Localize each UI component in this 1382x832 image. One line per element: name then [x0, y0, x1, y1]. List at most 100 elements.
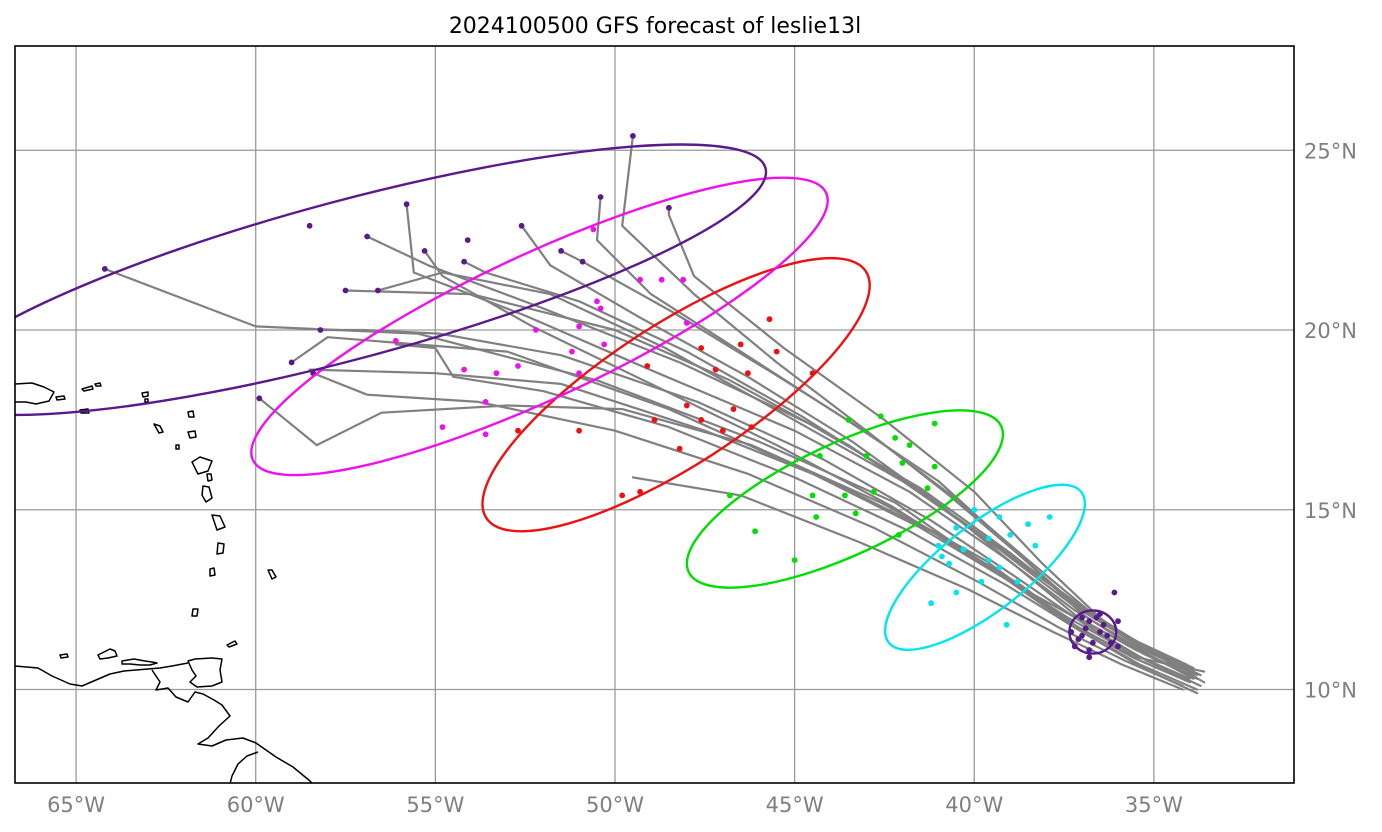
forecast-point-1-8: [1007, 532, 1014, 538]
uncertainty-ellipse-4: [250, 176, 829, 477]
forecast-point-3-1: [637, 488, 643, 495]
forecast-point-3-7: [730, 406, 737, 412]
lon-tick-label-0: 65°W: [47, 793, 105, 817]
forecast-point-2-15: [877, 413, 884, 420]
coast-aruba-curacao: [59, 648, 118, 660]
forecast-point-4-7: [392, 337, 399, 344]
forecast-point-2-13: [931, 463, 938, 470]
coast-guadeloupe: [187, 430, 213, 475]
coast-trinidad: [187, 657, 223, 688]
forecast-point-0-2: [1097, 629, 1103, 635]
forecast-point-0-13: [1079, 614, 1085, 621]
forecast-point-4-2: [515, 363, 521, 369]
forecast-point-1-15: [935, 542, 942, 549]
forecast-point-5-9: [421, 248, 428, 254]
forecast-point-4-0: [439, 424, 446, 430]
forecast-positions: [101, 133, 1121, 661]
coast-virgin-islands: [55, 382, 102, 414]
forecast-point-3-10: [576, 427, 582, 434]
track-9: [405, 203, 1191, 673]
forecast-point-4-9: [569, 348, 575, 355]
forecast-point-3-15: [698, 345, 705, 351]
coast-martinique: [201, 485, 213, 503]
forecast-point-5-16: [666, 204, 672, 211]
lon-tick-label-4: 45°W: [766, 793, 824, 817]
forecast-point-0-8: [1093, 614, 1100, 621]
lon-tick-label-3: 50°W: [586, 793, 644, 817]
forecast-point-5-0: [101, 266, 108, 272]
coast-st-lucia: [211, 514, 226, 531]
coast-dominica: [206, 473, 213, 482]
forecast-point-1-17: [946, 560, 952, 567]
uncertainty-ellipse-2: [685, 409, 1005, 589]
forecast-point-5-18: [306, 222, 313, 229]
forecast-point-4-6: [493, 370, 500, 377]
forecast-point-5-11: [464, 237, 471, 244]
forecast-point-3-8: [683, 402, 690, 409]
forecast-point-3-6: [698, 417, 705, 423]
track-17: [559, 249, 1199, 677]
forecast-point-2-14: [845, 417, 852, 423]
forecast-point-1-4: [1014, 578, 1021, 585]
forecast-point-4-8: [601, 341, 608, 348]
lat-tick-label-0: 10°N: [1304, 679, 1357, 703]
forecast-point-2-18: [906, 442, 913, 448]
forecast-point-1-18: [985, 557, 992, 563]
forecast-point-2-8: [870, 488, 877, 495]
lon-tick-label-6: 35°W: [1125, 793, 1183, 817]
forecast-point-3-11: [644, 363, 651, 369]
uncertainty-ellipse-1: [883, 483, 1087, 652]
coast-margarita: [121, 658, 158, 666]
forecast-point-2-10: [816, 452, 823, 459]
forecast-point-2-17: [892, 435, 899, 441]
forecast-point-5-7: [317, 327, 324, 333]
forecast-point-3-17: [773, 348, 780, 355]
forecast-point-5-6: [403, 201, 410, 208]
map-frame: [14, 45, 1295, 784]
coast-grenada: [191, 608, 199, 617]
forecast-point-0-10: [1086, 647, 1093, 653]
coast-grenadines: [209, 567, 216, 577]
forecast-point-0-16: [1111, 589, 1118, 596]
coast-st-kitts: [153, 423, 164, 434]
uncertainty-ellipse-5: [15, 143, 768, 417]
forecast-point-0-1: [1086, 618, 1093, 625]
uncertainty-ellipse-3: [481, 256, 871, 533]
uncertainty-ellipses: [15, 143, 1118, 655]
forecast-point-2-16: [931, 420, 938, 427]
forecast-point-2-1: [752, 528, 758, 535]
uncertainty-ellipse-0: [1068, 609, 1118, 655]
forecast-point-0-17: [1115, 643, 1121, 650]
forecast-point-0-5: [1100, 621, 1107, 628]
forecast-point-0-3: [1075, 636, 1082, 643]
forecast-point-3-2: [676, 445, 683, 452]
forecast-point-0-4: [1089, 639, 1096, 646]
forecast-point-1-3: [996, 564, 1003, 571]
forecast-point-2-3: [852, 510, 859, 517]
track-0: [103, 267, 1206, 673]
forecast-point-1-1: [953, 589, 960, 596]
forecast-point-1-10: [971, 506, 978, 513]
forecast-point-1-9: [1032, 542, 1039, 549]
forecast-tracks: [103, 134, 1206, 695]
forecast-point-2-9: [924, 485, 931, 492]
forecast-point-3-16: [737, 341, 744, 348]
forecast-point-0-9: [1104, 632, 1111, 639]
forecast-point-4-18: [590, 226, 597, 233]
lat-tick-label-2: 20°N: [1304, 319, 1357, 343]
coast-antigua: [187, 410, 195, 418]
coast-puerto-rico: [15, 382, 55, 405]
lat-tick-label-3: 25°N: [1304, 139, 1357, 163]
forecast-point-5-15: [597, 194, 604, 200]
coast-anguilla: [141, 391, 149, 403]
forecast-point-4-12: [597, 305, 604, 312]
forecast-point-0-15: [1115, 618, 1121, 625]
lat-tick-label-1: 15°N: [1304, 499, 1357, 523]
track-15: [423, 249, 1191, 680]
map-title: 2024100500 GFS forecast of leslie13l: [449, 14, 861, 39]
forecast-point-5-4: [342, 287, 349, 294]
lon-tick-label-2: 55°W: [406, 793, 464, 817]
coast-tobago: [226, 640, 238, 648]
forecast-point-1-5: [939, 553, 945, 560]
